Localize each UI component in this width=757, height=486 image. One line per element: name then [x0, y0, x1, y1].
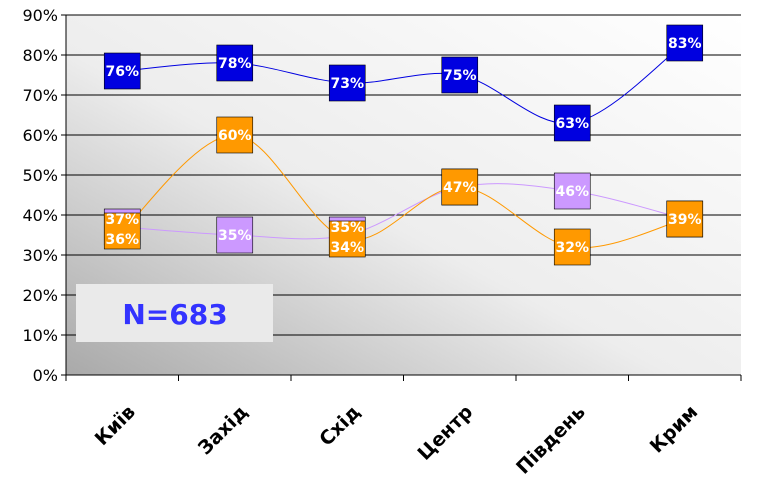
data-marker [103, 52, 141, 90]
x-tick-label: Крим [646, 401, 703, 458]
data-label: 35% [218, 228, 252, 244]
data-label: 37% [105, 212, 139, 228]
annotation-text: N=683 [122, 298, 227, 331]
data-label: 60% [218, 128, 252, 144]
data-marker [553, 104, 591, 142]
y-tick-label: 0% [33, 366, 58, 385]
data-label: 34% [330, 240, 364, 256]
x-tick-label: Центр [413, 401, 477, 465]
data-label: 32% [555, 240, 589, 256]
y-tick-label: 80% [22, 46, 58, 65]
data-label: 83% [668, 36, 702, 52]
data-marker [216, 44, 254, 82]
data-marker [441, 168, 479, 206]
y-tick-label: 50% [22, 166, 58, 185]
data-marker [216, 116, 254, 154]
y-tick-label: 90% [22, 6, 58, 25]
data-label: 35% [330, 220, 364, 236]
data-label: 47% [443, 180, 477, 196]
data-marker [328, 64, 366, 102]
series-markers [103, 24, 704, 266]
data-label: 39% [668, 212, 702, 228]
data-marker [666, 200, 704, 238]
data-marker [328, 220, 366, 258]
x-tick-label: Захід [194, 401, 252, 459]
data-label: 46% [555, 184, 589, 200]
data-label: 63% [555, 116, 589, 132]
data-marker [216, 216, 254, 254]
data-label: 76% [105, 64, 139, 80]
y-tick-label: 20% [22, 286, 58, 305]
annotation-box [76, 284, 273, 342]
data-label: 73% [330, 76, 364, 92]
data-marker [666, 24, 704, 62]
data-label: 75% [443, 68, 477, 84]
y-tick-label: 60% [22, 126, 58, 145]
data-label: 78% [218, 56, 252, 72]
y-tick-label: 40% [22, 206, 58, 225]
y-tick-label: 70% [22, 86, 58, 105]
data-marker [103, 212, 141, 250]
x-tick-label: Схід [315, 401, 365, 451]
data-marker [553, 172, 591, 210]
sample-size-annotation: N=683 [76, 284, 273, 342]
data-marker [553, 228, 591, 266]
y-tick-label: 10% [22, 326, 58, 345]
x-tick-label: Київ [91, 401, 140, 450]
x-tick-label: Південь [512, 401, 590, 479]
data-label: 36% [105, 232, 139, 248]
data-labels: 37% 35% 35% 46% 36% 60% 34% 47% 32% 39% 76% 78% 73% 7… [105, 36, 701, 256]
y-tick-label: 30% [22, 246, 58, 265]
data-marker [441, 56, 479, 94]
